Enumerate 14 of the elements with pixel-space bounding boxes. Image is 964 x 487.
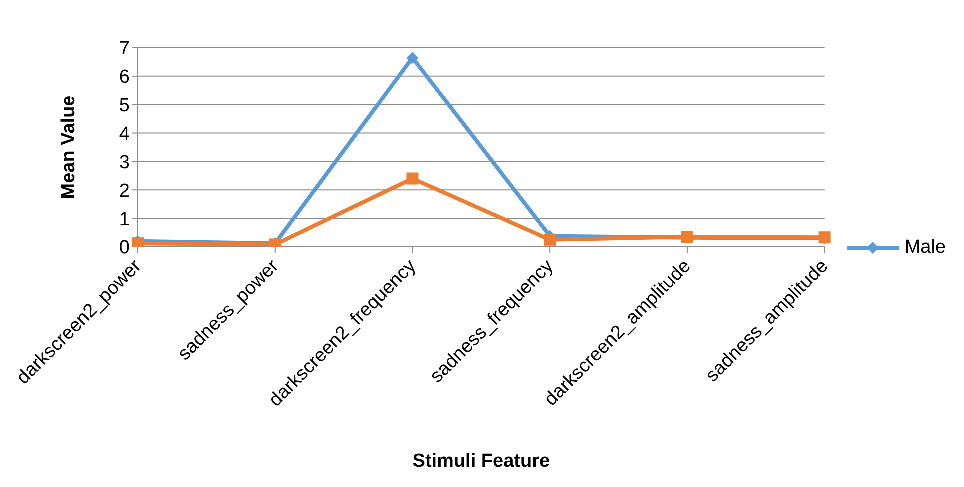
y-tick-label: 5 xyxy=(119,96,130,117)
legend-label: Male xyxy=(904,236,946,258)
y-tick-label: 4 xyxy=(119,124,130,146)
point xyxy=(406,52,419,64)
y-axis-title: Mean Value xyxy=(58,96,80,200)
y-tick-label: 6 xyxy=(119,67,130,88)
y-tick-label: 3 xyxy=(119,152,130,174)
y-tick-label: 1 xyxy=(119,209,130,230)
y-tick-label: 7 xyxy=(119,38,130,60)
y-tick-label: 2 xyxy=(119,180,130,202)
y-tick-label: 0 xyxy=(119,238,130,259)
x-axis-title: Stimuli Feature xyxy=(412,451,550,472)
point xyxy=(406,172,419,185)
point xyxy=(544,234,556,246)
